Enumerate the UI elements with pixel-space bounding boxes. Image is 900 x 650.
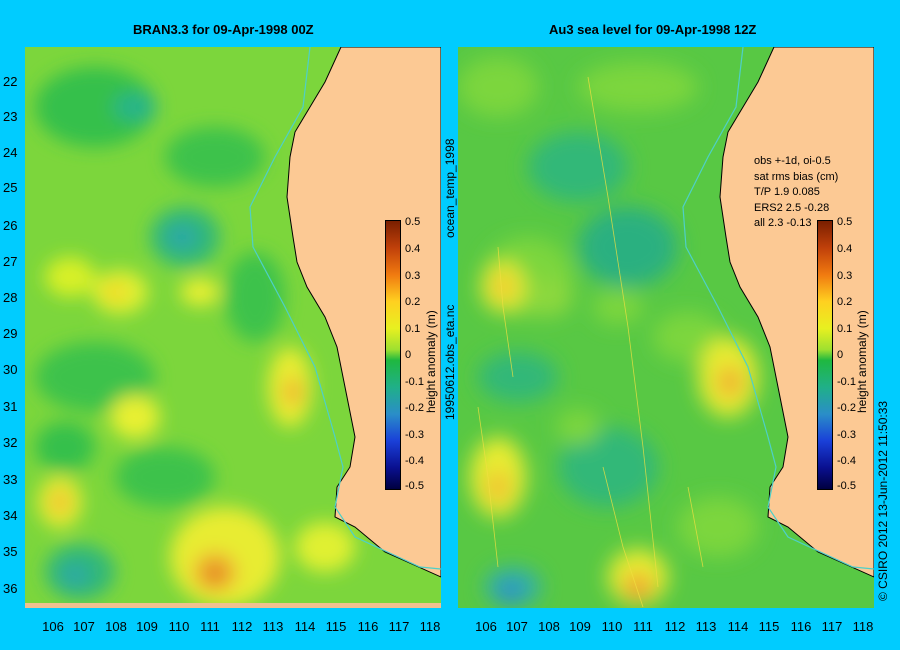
colorbar-tick: -0.2 [405,402,424,414]
colorbar-tick: -0.3 [405,429,424,441]
file-label-top: ocean_temp_1998 [443,138,457,238]
lon-label: 108 [538,619,560,634]
stats-line: sat rms bias (cm) [754,170,839,183]
colorbar-tick: -0.2 [837,402,856,414]
colorbar-tick: 0.4 [405,243,421,255]
lon-label: 118 [852,619,874,634]
lon-label: 114 [294,619,316,634]
stats-line: obs +-1d, oi-0.5 [754,155,831,167]
colorbar-label-right: height anomaly (m) [855,310,869,413]
lon-label: 107 [506,619,528,634]
lat-label: 25 [3,180,18,195]
lat-label: 32 [3,435,18,450]
colorbar-tick: -0.4 [837,455,856,467]
lat-label: 33 [3,472,18,487]
right-map-title: Au3 sea level for 09-Apr-1998 12Z [549,22,757,37]
lon-label: 113 [262,619,284,634]
lon-label: 109 [569,619,591,634]
left-map-title: BRAN3.3 for 09-Apr-1998 00Z [133,22,314,37]
colorbar-tick: -0.5 [837,480,856,492]
stats-box: obs +-1d, oi-0.5 sat rms bias (cm) T/P 1… [754,154,838,232]
colorbar-tick: -0.5 [405,480,424,492]
lon-label: 114 [727,619,749,634]
colorbar-tick: 0.5 [837,216,853,228]
lon-label: 111 [633,619,653,634]
colorbar-tick: 0.5 [405,216,421,228]
lon-label: 115 [758,619,780,634]
lon-label: 117 [388,619,410,634]
stats-line: all 2.3 -0.13 [754,217,812,229]
colorbar-tick: 0.2 [405,296,421,308]
lat-label: 27 [3,254,18,269]
lon-label: 112 [231,619,253,634]
colorbar-tick: 0.1 [405,323,421,335]
colorbar-label-left: height anomaly (m) [424,310,438,413]
lat-label: 23 [3,109,18,124]
lon-label: 117 [821,619,843,634]
colorbar-tick: 0.2 [837,296,853,308]
lat-label: 34 [3,508,18,523]
colorbar-tick: -0.1 [405,376,424,388]
lat-label: 28 [3,290,18,305]
lat-label: 36 [3,581,18,596]
colorbar-tick: 0 [837,349,844,361]
lon-label: 118 [419,619,441,634]
lon-label: 110 [601,619,623,634]
colorbar-left [385,220,401,490]
lat-label: 29 [3,326,18,341]
lon-label: 113 [695,619,717,634]
colorbar-right [817,220,833,490]
lon-label: 109 [136,619,158,634]
lon-label: 110 [168,619,190,634]
lon-label: 106 [42,619,64,634]
lat-label: 26 [3,218,18,233]
file-label-bottom: 19950612.obs_eta.nc [443,304,457,420]
lon-label: 107 [73,619,95,634]
lat-label: 30 [3,362,18,377]
lon-label: 112 [664,619,686,634]
lat-label: 35 [3,544,18,559]
lat-label: 24 [3,145,18,160]
stats-line: ERS2 2.5 -0.28 [754,201,830,214]
lon-label: 106 [475,619,497,634]
colorbar-tick: -0.3 [837,429,856,441]
colorbar-tick: -0.4 [405,455,424,467]
colorbar-tick: -0.1 [837,376,856,388]
right-map [458,47,874,608]
stats-line: T/P 1.9 0.085 [754,186,820,198]
lat-label: 22 [3,74,18,89]
lon-label: 116 [790,619,812,634]
colorbar-tick: 0.3 [405,270,421,282]
colorbar-tick: 0.4 [837,243,853,255]
lon-label: 115 [325,619,347,634]
colorbar-tick: 0 [405,349,412,361]
colorbar-tick: 0.1 [837,323,853,335]
lon-label: 116 [357,619,379,634]
copyright-credit: © CSIRO 2012 13-Jun-2012 11:50:33 [876,400,890,601]
colorbar-tick: 0.3 [837,270,853,282]
lon-label: 111 [200,619,220,634]
left-map [25,47,441,608]
lat-label: 31 [3,399,18,414]
lon-label: 108 [105,619,127,634]
